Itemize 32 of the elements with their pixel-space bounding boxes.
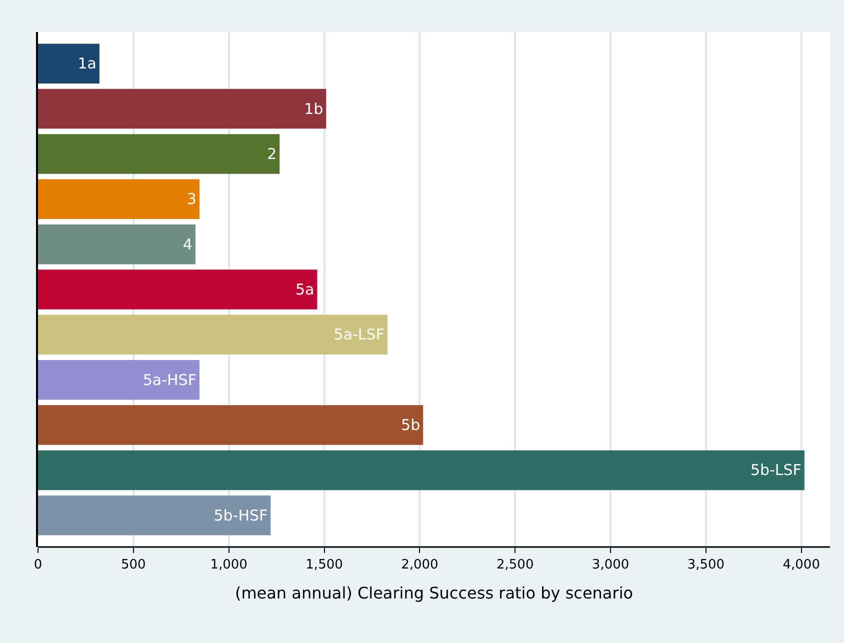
y-tick-label: 4 — [182, 235, 192, 254]
x-tick-label: 0 — [34, 558, 42, 573]
y-tick-label: 5a-HSF — [142, 370, 196, 389]
bar — [38, 179, 200, 220]
bar — [38, 134, 280, 174]
x-tick-label: 2,000 — [401, 558, 438, 573]
x-tick-label: 500 — [121, 558, 146, 573]
bar — [38, 450, 804, 490]
x-tick-label: 1,000 — [210, 558, 248, 573]
x-tick-label: 1,500 — [306, 558, 343, 573]
bar — [38, 496, 271, 536]
y-tick-label: 5b — [401, 416, 420, 434]
bar — [38, 360, 200, 400]
x-tick-label: 3,500 — [687, 558, 725, 573]
y-tick-label: 1b — [304, 100, 324, 118]
x-tick-label: 4,000 — [782, 558, 820, 573]
y-tick-label: 5a-LSF — [334, 326, 384, 344]
x-tick-label: 3,000 — [592, 558, 630, 573]
y-tick-label: 5b-HSF — [214, 506, 268, 524]
y-tick-label: 3 — [186, 190, 196, 208]
y-tick-label: 5a — [295, 280, 314, 298]
bar — [38, 88, 326, 129]
bar — [38, 405, 424, 445]
bar — [38, 314, 388, 355]
y-tick-label: 5b-LSF — [750, 461, 802, 480]
x-tick-label: 2,500 — [496, 558, 534, 573]
bar — [38, 224, 196, 264]
bar — [38, 270, 318, 310]
y-tick-label: 2 — [267, 144, 277, 163]
bar — [38, 44, 100, 84]
y-tick-label: 1a — [78, 54, 96, 73]
x-axis-title: (mean annual) Clearing Success ratio by scenario — [234, 583, 634, 602]
